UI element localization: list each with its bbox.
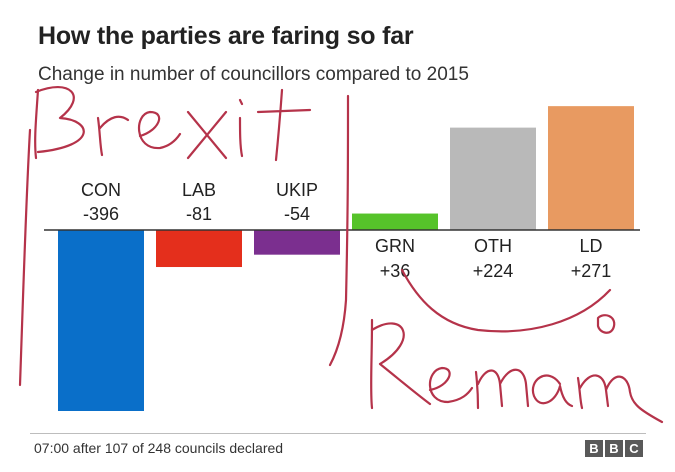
bar-ld <box>548 106 634 230</box>
value-label-ukip: -54 <box>284 204 310 224</box>
bbc-logo-b1: B <box>585 440 603 457</box>
bar-grn <box>352 213 438 230</box>
bbc-logo: B B C <box>585 440 643 457</box>
bars-group <box>58 106 634 411</box>
value-label-grn: +36 <box>380 261 411 281</box>
category-label-ukip: UKIP <box>276 180 318 200</box>
bbc-logo-c: C <box>625 440 643 457</box>
chart-title: How the parties are faring so far <box>38 22 414 50</box>
category-label-grn: GRN <box>375 236 415 256</box>
category-label-ld: LD <box>579 236 602 256</box>
value-label-ld: +271 <box>571 261 612 281</box>
bar-ukip <box>254 230 340 255</box>
bar-oth <box>450 127 536 230</box>
bbc-logo-b2: B <box>605 440 623 457</box>
chart-subtitle: Change in number of councillors compared… <box>38 64 469 85</box>
footer-divider <box>30 433 646 434</box>
category-label-oth: OTH <box>474 236 512 256</box>
bar-con <box>58 230 144 411</box>
category-label-con: CON <box>81 180 121 200</box>
footer-note: 07:00 after 107 of 248 councils declared <box>34 440 284 456</box>
bar-lab <box>156 230 242 268</box>
category-label-lab: LAB <box>182 180 216 200</box>
value-label-oth: +224 <box>473 261 514 281</box>
value-label-con: -396 <box>83 204 119 224</box>
value-label-lab: -81 <box>186 204 212 224</box>
